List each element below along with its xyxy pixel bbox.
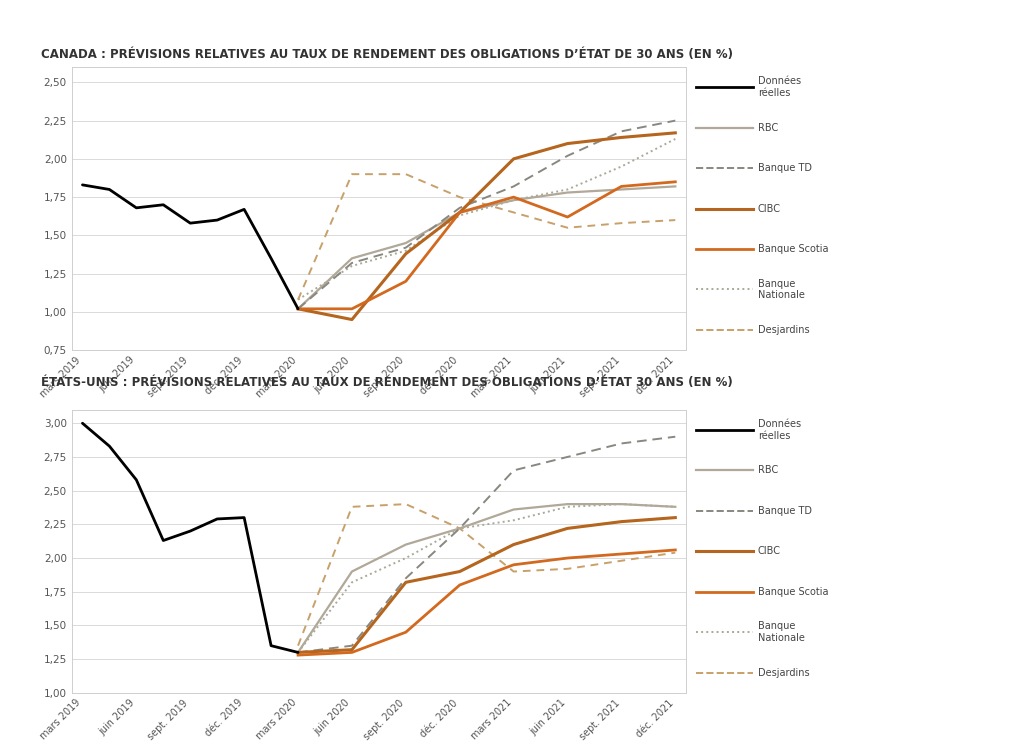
Text: CIBC: CIBC [758,546,780,557]
Text: Banque
Nationale: Banque Nationale [758,621,805,643]
Text: Banque Scotia: Banque Scotia [758,587,828,597]
Text: Desjardins: Desjardins [758,668,809,678]
Text: Données
réelles: Données réelles [758,419,801,441]
Text: RBC: RBC [758,466,778,475]
Text: Banque
Nationale: Banque Nationale [758,279,805,300]
Text: Données
réelles: Données réelles [758,77,801,98]
Text: Banque TD: Banque TD [758,163,812,173]
Text: ÉTATS-UNIS : PRÉVISIONS RELATIVES AU TAUX DE RENDEMENT DES OBLIGATIONS D’ÉTAT 30: ÉTATS-UNIS : PRÉVISIONS RELATIVES AU TAU… [41,376,733,389]
Text: CANADA : PRÉVISIONS RELATIVES AU TAUX DE RENDEMENT DES OBLIGATIONS D’ÉTAT DE 30 : CANADA : PRÉVISIONS RELATIVES AU TAUX DE… [41,48,733,61]
Text: Banque Scotia: Banque Scotia [758,244,828,254]
Text: Banque TD: Banque TD [758,506,812,516]
Text: RBC: RBC [758,123,778,133]
Text: Desjardins: Desjardins [758,325,809,335]
Text: CIBC: CIBC [758,203,780,214]
